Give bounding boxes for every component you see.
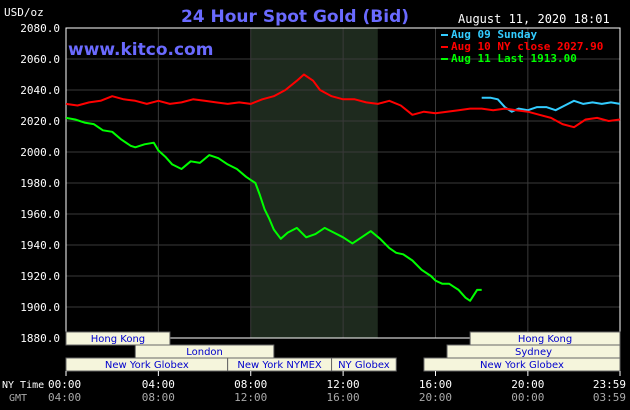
y-tick-label: 2000.0 — [20, 146, 60, 159]
x-tick-label-ny: 00:00 — [48, 378, 81, 391]
session-bar — [65, 331, 171, 346]
session-bar-label: Hong Kong — [91, 334, 145, 345]
x-tick-label-ny: 16:00 — [419, 378, 452, 391]
x-tick-label-ny: 23:59 — [593, 378, 626, 391]
x-tick-label-gmt: 16:00 — [327, 391, 360, 404]
legend: Aug 09 Sunday Aug 10 NY close 2027.90 Au… — [441, 28, 603, 65]
series-line — [65, 73, 621, 129]
y-tick-label: 2060.0 — [20, 53, 60, 66]
legend-label: Aug 09 Sunday — [451, 28, 537, 41]
session-bar-label: New York Globex — [480, 360, 564, 371]
y-tick-label: 2020.0 — [20, 115, 60, 128]
series-line — [481, 96, 621, 113]
plot-frame — [65, 27, 621, 339]
x-tick-label-gmt: 20:00 — [419, 391, 452, 404]
y-tick-label: 1980.0 — [20, 177, 60, 190]
session-bar-label: New York NYMEX — [237, 360, 322, 371]
chart-title: 24 Hour Spot Gold (Bid) — [181, 7, 409, 27]
session-bars: Hong Kong Hong Kong London Sydney New York G… — [65, 331, 621, 372]
session-bar-label: Hong Kong — [518, 334, 572, 345]
legend-item: Aug 09 Sunday — [441, 28, 537, 41]
session-bar — [331, 357, 397, 372]
x-tick-label-gmt: 12:00 — [234, 391, 267, 404]
series-lines — [65, 73, 621, 302]
legend-label: Aug 11 Last 1913.00 — [451, 52, 577, 65]
y-tick-label: 1940.0 — [20, 239, 60, 252]
y-tick-label: 1880.0 — [20, 332, 60, 345]
x-tick-label-ny: 08:00 — [234, 378, 267, 391]
y-tick-label: 1960.0 — [20, 208, 60, 221]
x-axis: 00:0004:0004:0008:0008:0012:0012:0016:00… — [48, 371, 626, 404]
x-tick-label-ny: 04:00 — [142, 378, 175, 391]
x-tick-label-gmt: 03:59 — [593, 391, 626, 404]
series-line — [65, 116, 482, 302]
x-axis-label-ny: NY Time — [2, 380, 44, 391]
x-tick-label-gmt: 00:00 — [511, 391, 544, 404]
x-tick-label-gmt: 08:00 — [142, 391, 175, 404]
x-tick-label-ny: 20:00 — [511, 378, 544, 391]
x-axis-label-gmt: GMT — [9, 393, 27, 404]
legend-label: Aug 10 NY close 2027.90 — [451, 40, 603, 53]
session-bar — [423, 357, 621, 372]
y-axis: 2080.0 2060.0 2040.0 2020.0 2000.0 1980.0 1960… — [20, 22, 60, 345]
y-unit-label: USD/oz — [4, 6, 44, 19]
y-tick-label: 1920.0 — [20, 270, 60, 283]
session-bar-label: Sydney — [515, 347, 552, 358]
x-tick-label-gmt: 04:00 — [48, 391, 81, 404]
x-tick-label-ny: 12:00 — [327, 378, 360, 391]
y-tick-label: 2040.0 — [20, 84, 60, 97]
kitco-watermark: www.kitco.com — [68, 40, 213, 60]
y-tick-label: 2080.0 — [20, 22, 60, 35]
session-bar-label: NY Globex — [338, 360, 390, 371]
legend-item: Aug 10 NY close 2027.90 — [441, 40, 603, 53]
session-bar-label: London — [186, 347, 223, 358]
timestamp: August 11, 2020 18:01 — [458, 12, 610, 26]
session-bar-label: New York Globex — [105, 360, 189, 371]
legend-item: Aug 11 Last 1913.00 — [441, 52, 577, 65]
y-tick-label: 1900.0 — [20, 301, 60, 314]
